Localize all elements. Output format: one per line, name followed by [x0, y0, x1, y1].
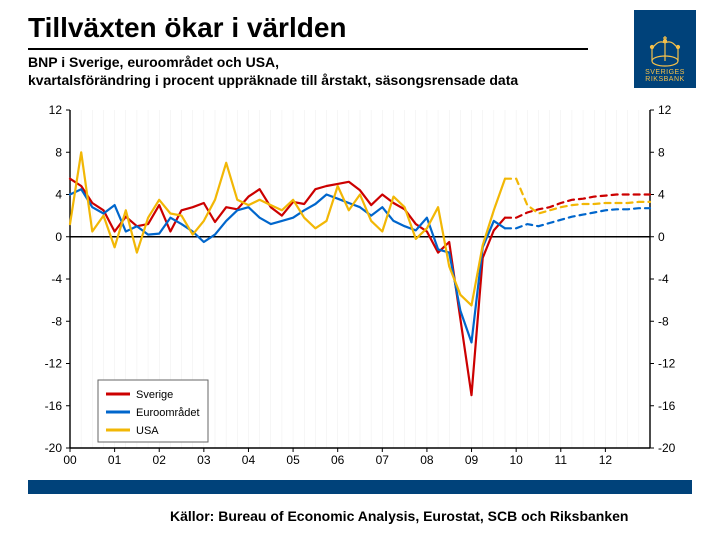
footer-bar — [28, 480, 692, 494]
svg-text:4: 4 — [658, 188, 665, 202]
sources-text: Källor: Bureau of Economic Analysis, Eur… — [170, 508, 628, 524]
svg-text:09: 09 — [465, 453, 479, 467]
subtitle-line2: kvartalsförändring i procent uppräknade … — [28, 72, 518, 88]
svg-text:Sverige: Sverige — [136, 389, 173, 401]
svg-text:0: 0 — [55, 230, 62, 244]
svg-text:8: 8 — [55, 145, 62, 159]
subtitle-line1: BNP i Sverige, euroområdet och USA, — [28, 54, 279, 70]
svg-text:06: 06 — [331, 453, 345, 467]
svg-text:12: 12 — [658, 103, 672, 117]
svg-text:05: 05 — [286, 453, 300, 467]
svg-text:-20: -20 — [45, 441, 63, 455]
svg-text:8: 8 — [658, 145, 665, 159]
svg-text:07: 07 — [376, 453, 390, 467]
svg-text:Euroområdet: Euroområdet — [136, 407, 200, 419]
logo-text-2: RIKSBANK — [645, 76, 684, 83]
svg-text:-12: -12 — [45, 357, 63, 371]
svg-text:USA: USA — [136, 425, 159, 437]
svg-text:-20: -20 — [658, 441, 676, 455]
svg-text:12: 12 — [49, 103, 63, 117]
title-underline — [28, 48, 588, 50]
svg-text:-8: -8 — [658, 314, 669, 328]
svg-text:03: 03 — [197, 453, 211, 467]
svg-text:10: 10 — [509, 453, 523, 467]
svg-text:11: 11 — [555, 453, 568, 467]
svg-text:01: 01 — [108, 453, 122, 467]
svg-text:-4: -4 — [51, 272, 62, 286]
page-title: Tillväxten ökar i världen — [28, 12, 347, 44]
svg-text:-16: -16 — [658, 399, 676, 413]
gdp-chart: 1212884400-4-4-8-8-12-12-16-16-20-200001… — [28, 100, 692, 470]
svg-text:-16: -16 — [45, 399, 63, 413]
subtitle: BNP i Sverige, euroområdet och USA, kvar… — [28, 54, 588, 89]
svg-text:12: 12 — [599, 453, 613, 467]
svg-text:02: 02 — [153, 453, 167, 467]
riksbank-logo: SVERIGES RIKSBANK — [634, 10, 696, 88]
svg-text:4: 4 — [55, 188, 62, 202]
svg-text:04: 04 — [242, 453, 256, 467]
svg-text:-4: -4 — [658, 272, 669, 286]
svg-text:-12: -12 — [658, 357, 676, 371]
svg-text:08: 08 — [420, 453, 434, 467]
svg-text:00: 00 — [63, 453, 77, 467]
crown-icon — [648, 31, 682, 69]
svg-text:-8: -8 — [51, 314, 62, 328]
logo-text-1: SVERIGES — [645, 69, 685, 76]
svg-text:0: 0 — [658, 230, 665, 244]
